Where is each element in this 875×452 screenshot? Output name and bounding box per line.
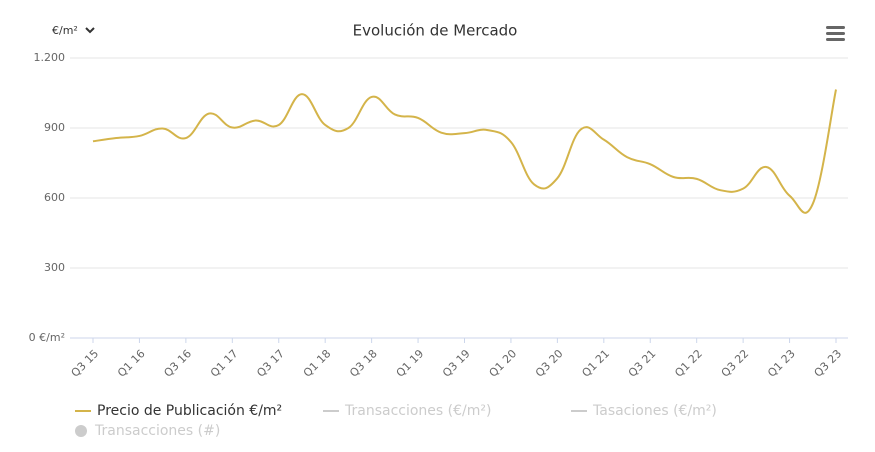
chart-title: Evolución de Mercado: [353, 22, 518, 40]
x-tick-label: Q3 17: [254, 347, 287, 380]
x-tick-label: Q3 15: [69, 347, 102, 380]
x-tick-label: Q3 16: [161, 347, 194, 380]
x-tick-label: Q1 16: [115, 347, 148, 380]
x-tick-label: Q3 21: [626, 347, 659, 380]
x-tick-label: Q3 18: [347, 347, 380, 380]
legend-symbol: [75, 425, 87, 437]
x-tick-label: Q1 19: [394, 347, 427, 380]
unit-chevron[interactable]: [85, 27, 95, 34]
x-tick-label: Q1 20: [487, 347, 520, 380]
legend-label[interactable]: Transacciones (€/m²): [344, 403, 491, 419]
x-tick-label: Q3 23: [812, 347, 845, 380]
legend-label[interactable]: Tasaciones (€/m²): [592, 403, 717, 419]
x-tick-label: Q1 18: [301, 347, 334, 380]
y-tick-label: 900: [44, 121, 65, 134]
y-tick-label: 300: [44, 261, 65, 274]
y-tick-label: 1.200: [34, 51, 66, 64]
x-tick-label: Q1 22: [672, 347, 705, 380]
line-series: [92, 89, 837, 214]
x-tick-label: Q1 21: [579, 347, 612, 380]
x-tick-label: Q1 17: [208, 347, 241, 380]
unit-selector[interactable]: €/m²: [52, 24, 78, 37]
y-tick-label: 0 €/m²: [29, 331, 65, 344]
x-tick-label: Q1 23: [765, 347, 798, 380]
x-tick-label: Q3 19: [440, 347, 473, 380]
legend-label[interactable]: Precio de Publicación €/m²: [97, 403, 282, 419]
y-tick-label: 600: [44, 191, 65, 204]
legend-label[interactable]: Transacciones (#): [94, 423, 220, 439]
x-tick-label: Q3 22: [719, 347, 752, 380]
menu-icon[interactable]: [826, 26, 845, 41]
x-tick-label: Q3 20: [533, 347, 566, 380]
